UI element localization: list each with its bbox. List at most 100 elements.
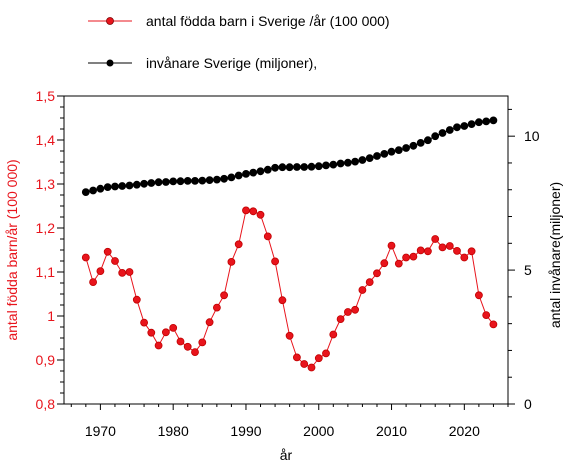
population-point <box>263 165 272 174</box>
births-point <box>394 259 403 268</box>
births-point <box>263 232 272 241</box>
births-point <box>358 286 367 294</box>
population-point <box>81 188 90 197</box>
legend: antal födda barn i Sverige /år (100 000)… <box>88 13 390 71</box>
population-point <box>474 118 483 127</box>
right-tick-label: 5 <box>524 262 532 278</box>
births-point <box>256 210 265 219</box>
population-point <box>176 177 185 186</box>
births-point <box>300 360 309 368</box>
population-point <box>300 163 309 171</box>
right-tick-label: 0 <box>524 396 532 412</box>
population-point <box>89 186 97 195</box>
population-point <box>467 120 476 128</box>
axes: 1970 1980 1990 2000 2010 2020 0,8 0,9 1 1,1 1,2 1,3… <box>36 88 540 439</box>
left-axis-title: antal födda barn/år (100 000) <box>4 159 20 340</box>
population-point <box>161 178 170 186</box>
population-point <box>373 152 381 160</box>
births-point <box>169 323 178 332</box>
births-point <box>212 303 221 312</box>
legend-births-label: antal födda barn i Sverige /år (100 000) <box>146 13 390 29</box>
population-point <box>132 180 141 189</box>
population-point <box>256 167 265 176</box>
population-point <box>103 183 112 192</box>
births-point <box>111 257 119 265</box>
births-point <box>81 253 90 262</box>
population-point <box>460 122 469 130</box>
population-point <box>191 176 199 185</box>
population-point <box>358 156 367 164</box>
left-tick-label: 0,8 <box>36 396 56 412</box>
births-point <box>96 267 105 276</box>
left-tick-label: 1,4 <box>36 132 56 148</box>
births-point <box>278 296 287 305</box>
population-point <box>220 174 229 183</box>
population-point <box>111 182 119 191</box>
population-point <box>329 160 338 169</box>
population-point <box>336 159 345 168</box>
population-point <box>285 163 294 172</box>
legend-population-label: invånare Sverige (miljoner), <box>146 55 317 71</box>
x-tick-label: 1990 <box>230 423 261 439</box>
births-point <box>445 242 454 250</box>
births-point <box>242 206 250 215</box>
births-point <box>271 257 280 266</box>
population-point <box>169 177 178 186</box>
births-point <box>176 337 185 346</box>
population-point <box>278 163 287 172</box>
population-point <box>249 168 258 177</box>
population-point <box>445 126 454 134</box>
population-point <box>438 129 447 137</box>
births-point <box>125 268 134 276</box>
population-point <box>409 141 418 150</box>
births-point <box>118 268 127 277</box>
legend-population-marker <box>106 59 114 67</box>
births-point <box>183 342 192 351</box>
births-point <box>438 243 447 252</box>
births-point <box>453 246 461 255</box>
x-axis-title: år <box>280 447 293 463</box>
population-point <box>489 116 498 125</box>
population-point <box>198 176 207 185</box>
series-layer <box>81 116 498 372</box>
left-tick-label: 1,1 <box>36 264 56 280</box>
births-point <box>402 253 411 262</box>
left-tick-label: 1 <box>47 308 55 324</box>
population-point <box>140 179 149 188</box>
legend-births-marker <box>106 17 114 25</box>
births-point <box>161 328 170 337</box>
births-point <box>431 235 440 243</box>
x-tick-label: 2000 <box>303 423 334 439</box>
births-point <box>329 330 338 339</box>
population-point <box>183 176 192 185</box>
right-tick-label: 10 <box>524 128 540 144</box>
population-point <box>380 149 389 158</box>
population-point <box>343 158 352 167</box>
left-tick-label: 1,2 <box>36 220 56 236</box>
population-point <box>212 175 221 184</box>
x-tick-label: 1970 <box>85 423 116 439</box>
births-point <box>373 269 381 278</box>
population-point <box>154 178 163 187</box>
births-point <box>322 349 330 358</box>
births-point <box>336 315 345 324</box>
births-point <box>285 331 294 340</box>
births-point <box>234 240 243 249</box>
births-point <box>132 295 141 304</box>
population-point <box>416 138 425 147</box>
population-point <box>453 123 461 132</box>
x-tick-label: 2020 <box>449 423 480 439</box>
births-series-line <box>85 209 494 369</box>
population-point <box>292 163 301 171</box>
population-point <box>242 169 250 178</box>
population-point <box>351 157 360 166</box>
left-tick-label: 0,9 <box>36 352 56 368</box>
births-point <box>387 241 396 250</box>
population-point <box>234 171 243 180</box>
births-point <box>474 291 483 300</box>
population-point <box>227 173 236 182</box>
births-point <box>220 291 229 300</box>
births-point <box>292 353 301 362</box>
births-point <box>467 247 476 256</box>
